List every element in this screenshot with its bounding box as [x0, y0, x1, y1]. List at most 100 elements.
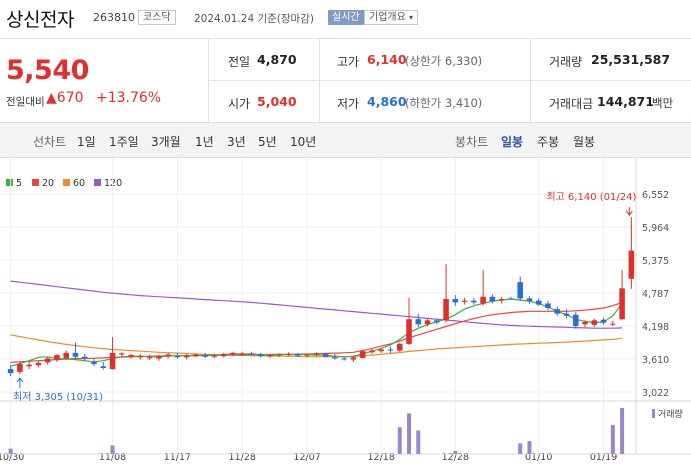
volume-bar	[518, 443, 523, 454]
volume-bar	[397, 427, 402, 454]
header: 상신전자 263810 코스닥 2024.01.24 기준(장마감) 실시간 기…	[0, 0, 691, 38]
candle-body	[526, 298, 533, 302]
company-overview-button[interactable]: 기업개요 ▾	[364, 10, 419, 25]
y-tick-label: 3,610	[642, 355, 669, 366]
candle-body	[369, 350, 375, 353]
volume-bar	[527, 441, 532, 454]
y-tick-label: 6,552	[642, 190, 669, 201]
candle-body	[378, 349, 384, 352]
tab-1day[interactable]: 1일	[77, 135, 96, 149]
price-summary: 5,540 전일대비 ▲670 +13.76%	[0, 39, 208, 122]
candle-body	[239, 353, 246, 355]
volume-bar	[110, 445, 115, 454]
amount-label: 거래대금	[549, 97, 594, 111]
candle-body	[267, 355, 273, 357]
candle-body	[7, 369, 14, 374]
x-tick-label: 12/28	[442, 452, 469, 463]
candle-body	[508, 298, 514, 300]
candle-body	[258, 354, 264, 357]
candle-body	[165, 354, 171, 357]
candle-body	[156, 356, 162, 359]
y-tick-label: 5,964	[642, 223, 669, 234]
candle-body	[146, 357, 153, 359]
tab-3month[interactable]: 3개월	[151, 135, 181, 149]
low-value: 4,860	[367, 94, 407, 109]
tab-3year[interactable]: 3년	[227, 135, 246, 149]
candle-body	[285, 353, 292, 355]
candle-body	[396, 343, 403, 351]
tab-5year[interactable]: 5년	[258, 135, 277, 149]
volume-label: 거래량	[658, 408, 683, 420]
candle-body	[563, 313, 570, 316]
high-arrow-icon	[625, 207, 633, 216]
x-tick-label: 11/17	[164, 452, 191, 463]
ma120-line	[10, 280, 623, 329]
divider	[209, 80, 691, 81]
candle-body	[313, 353, 320, 355]
candle-body	[26, 364, 32, 367]
candle-body	[230, 352, 236, 355]
volume-bar	[610, 425, 615, 454]
divider	[0, 38, 691, 39]
prev-label: 전일	[228, 55, 251, 69]
change-percent: +13.76%	[96, 90, 162, 106]
prev-value: 4,870	[257, 52, 297, 67]
current-price: 5,540	[6, 55, 89, 86]
candle-body	[35, 362, 42, 366]
period-tabs: 선차트 1일 1주일 3개월 1년 3년 5년 10년 봉차트 일봉 주봉 월봉	[0, 122, 691, 158]
candle-body	[63, 352, 69, 359]
candle-body	[424, 320, 431, 325]
price-chart[interactable]: 6,552 5,964 5,375 4,787 4,198 3,610 3,022 10/30…	[0, 158, 691, 472]
volume-value: 25,531,587	[591, 52, 671, 67]
candle-body	[582, 321, 588, 325]
realtime-button[interactable]: 실시간	[328, 10, 364, 25]
tab-monthly[interactable]: 월봉	[573, 135, 596, 149]
high-annotation: 최고 6,140 (01/24)	[546, 191, 636, 203]
legend-ma60[interactable]: 60	[63, 178, 85, 189]
legend-ma120[interactable]: 120	[94, 178, 122, 189]
candle-body	[535, 300, 542, 305]
tab-candle-chart[interactable]: 봉차트	[455, 135, 489, 149]
candle-body	[434, 320, 440, 323]
tab-1year[interactable]: 1년	[195, 135, 214, 149]
candle-body	[137, 356, 144, 358]
candle-body	[119, 353, 125, 355]
candle-body	[461, 300, 468, 302]
tab-10year[interactable]: 10년	[290, 135, 317, 149]
market-badge: 코스닥	[138, 10, 176, 25]
y-tick-label: 3,022	[642, 388, 669, 399]
open-value: 5,040	[257, 94, 297, 109]
y-tick-label: 5,375	[642, 256, 669, 267]
tab-weekly[interactable]: 주봉	[537, 135, 560, 149]
x-tick-label: 12/18	[368, 452, 395, 463]
chevron-down-icon: ▾	[409, 13, 414, 22]
high-label: 고가	[337, 55, 360, 69]
candle-body	[193, 354, 199, 357]
candle-body	[81, 356, 88, 359]
candle-body	[44, 358, 51, 363]
tab-daily[interactable]: 일봉	[501, 135, 524, 149]
volume-legend-swatch	[652, 409, 655, 418]
tab-1week[interactable]: 1주일	[109, 135, 139, 149]
candle-body	[619, 288, 625, 320]
tab-line-chart[interactable]: 선차트	[33, 135, 67, 149]
candle-body	[54, 355, 60, 360]
candle-body	[452, 299, 459, 303]
stock-name: 상신전자	[6, 9, 74, 31]
candle-body	[406, 319, 412, 344]
x-tick-label: 01/19	[590, 452, 617, 463]
candle-body	[443, 299, 449, 321]
candle-body	[17, 364, 23, 372]
candle-body	[359, 351, 366, 358]
candle-body	[628, 250, 635, 279]
candle-body	[295, 353, 301, 356]
candle-body	[341, 358, 347, 360]
candle-body	[517, 282, 523, 299]
candle-body	[276, 354, 283, 356]
x-tick-label: 11/08	[99, 452, 126, 463]
legend-ma5[interactable]: 5	[6, 178, 22, 189]
legend-ma20[interactable]: 20	[32, 178, 54, 189]
candle-body	[610, 323, 616, 325]
amount-unit: 백만	[652, 96, 674, 110]
volume-bar	[8, 448, 13, 454]
